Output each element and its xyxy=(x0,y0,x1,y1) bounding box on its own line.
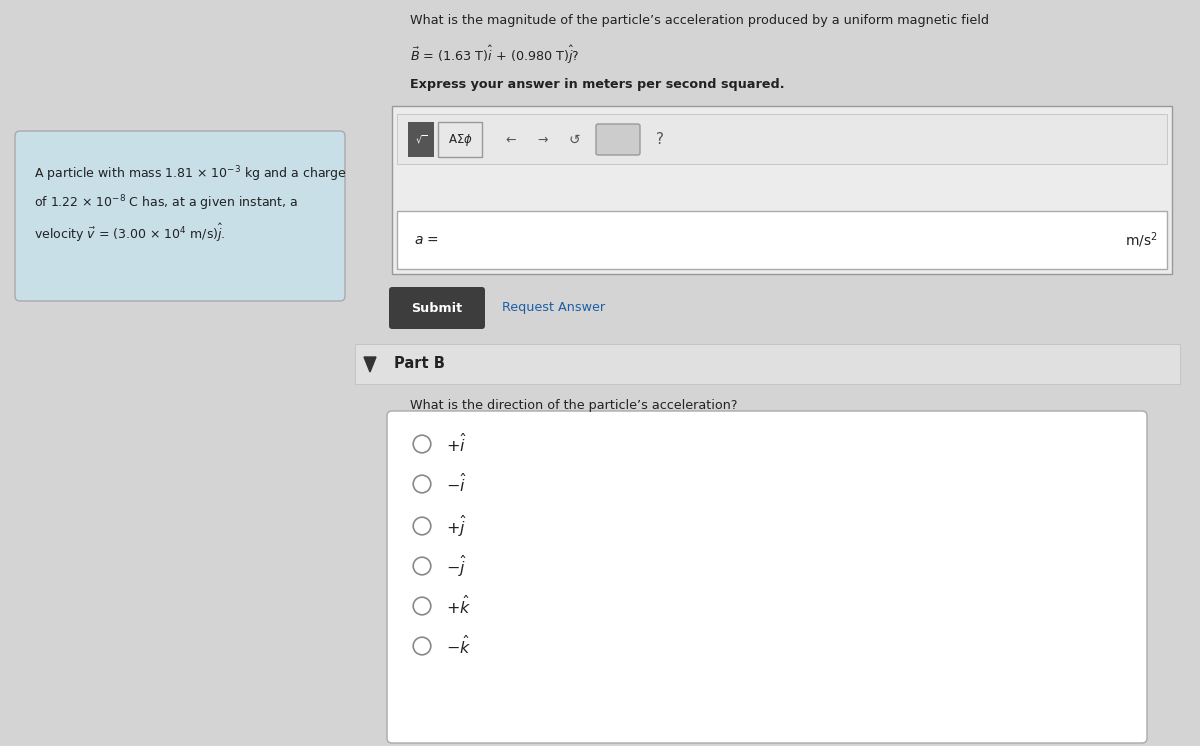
Text: What is the direction of the particle’s acceleration?: What is the direction of the particle’s … xyxy=(410,399,738,412)
Circle shape xyxy=(413,475,431,493)
Text: Express your answer in meters per second squared.: Express your answer in meters per second… xyxy=(410,78,785,91)
FancyBboxPatch shape xyxy=(397,114,1166,164)
Circle shape xyxy=(413,637,431,655)
FancyBboxPatch shape xyxy=(386,411,1147,743)
Text: Request Answer: Request Answer xyxy=(502,301,605,315)
FancyBboxPatch shape xyxy=(389,287,485,329)
Text: of 1.22 $\times$ 10$^{-8}$ C has, at a given instant, a: of 1.22 $\times$ 10$^{-8}$ C has, at a g… xyxy=(34,193,298,213)
FancyBboxPatch shape xyxy=(392,106,1172,274)
FancyBboxPatch shape xyxy=(16,131,346,301)
Text: $+\hat{j}$: $+\hat{j}$ xyxy=(446,513,467,539)
FancyBboxPatch shape xyxy=(355,344,1180,384)
Text: $-\hat{j}$: $-\hat{j}$ xyxy=(446,554,467,578)
Circle shape xyxy=(413,435,431,453)
Text: What is the magnitude of the particle’s acceleration produced by a uniform magne: What is the magnitude of the particle’s … xyxy=(410,14,989,27)
Text: $-\hat{k}$: $-\hat{k}$ xyxy=(446,635,472,657)
Text: A particle with mass 1.81 $\times$ 10$^{-3}$ kg and a charge: A particle with mass 1.81 $\times$ 10$^{… xyxy=(34,164,347,184)
Text: $\leftarrow$: $\leftarrow$ xyxy=(503,133,517,146)
Text: ?: ? xyxy=(656,132,664,147)
Text: m/s$^2$: m/s$^2$ xyxy=(1126,231,1158,250)
Text: $+\hat{k}$: $+\hat{k}$ xyxy=(446,595,472,617)
Text: $a$ =: $a$ = xyxy=(414,233,439,247)
Text: Submit: Submit xyxy=(412,301,462,315)
Text: A$\Sigma\phi$: A$\Sigma\phi$ xyxy=(448,131,473,148)
Text: $-\hat{i}$: $-\hat{i}$ xyxy=(446,473,467,495)
Circle shape xyxy=(413,517,431,535)
Text: $\rightarrow$: $\rightarrow$ xyxy=(535,133,550,146)
Circle shape xyxy=(413,598,431,615)
Text: $\vec{B}$ = (1.63 T)$\hat{i}$ + (0.980 T)$\hat{j}$?: $\vec{B}$ = (1.63 T)$\hat{i}$ + (0.980 T… xyxy=(410,44,580,66)
FancyBboxPatch shape xyxy=(438,122,482,157)
FancyBboxPatch shape xyxy=(408,122,434,157)
Circle shape xyxy=(413,557,431,575)
FancyBboxPatch shape xyxy=(596,124,640,155)
Polygon shape xyxy=(364,357,376,372)
Text: $\sqrt{\,}$: $\sqrt{\,}$ xyxy=(415,134,427,146)
Text: Part B: Part B xyxy=(394,357,445,372)
Text: velocity $\vec{v}$ = (3.00 $\times$ 10$^{4}$ m/s)$\hat{j}$.: velocity $\vec{v}$ = (3.00 $\times$ 10$^… xyxy=(34,222,226,244)
Text: $+\hat{i}$: $+\hat{i}$ xyxy=(446,433,467,455)
Text: $\circlearrowleft$: $\circlearrowleft$ xyxy=(566,133,582,146)
FancyBboxPatch shape xyxy=(397,211,1166,269)
